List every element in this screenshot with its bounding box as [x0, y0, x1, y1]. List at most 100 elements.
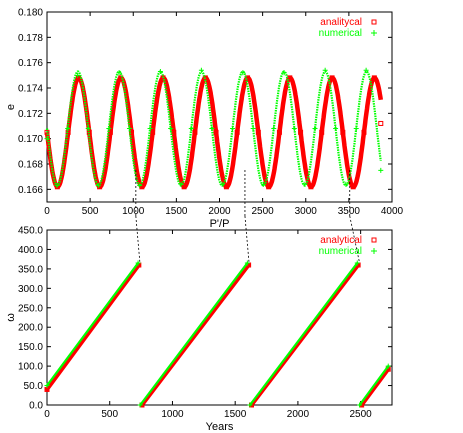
eccentricity-point: [340, 129, 346, 135]
eccentricity-y-tick-label: 0.168: [18, 160, 43, 171]
omega-segment-numerical: [358, 365, 390, 407]
eccentricity-point: [75, 72, 81, 78]
omega-segment-analytical: [139, 263, 251, 407]
eccentricity-x-tick-label: 1500: [165, 206, 188, 217]
eccentricity-point: [276, 129, 282, 135]
eccentricity-point: [107, 129, 113, 135]
eccentricity-x-tick-label: 2000: [208, 206, 231, 217]
omega-legend-marker: [371, 237, 377, 243]
omega-point: [44, 383, 50, 389]
omega-legend-label-numerical: numerical: [319, 246, 362, 257]
eccentricity-point: [85, 126, 91, 132]
omega-legend-label-analytical: analytical: [320, 235, 362, 246]
omega-point: [385, 363, 391, 369]
omega-point: [247, 402, 253, 408]
eccentricity-point: [147, 126, 153, 132]
omega-segment-numerical: [248, 261, 359, 407]
eccentricity-point: [353, 126, 359, 132]
omega-segment-numerical: [139, 261, 249, 407]
eccentricity-legend-marker: [371, 19, 377, 25]
eccentricity-x-tick-label: 2500: [252, 206, 275, 217]
eccentricity-point: [150, 129, 156, 135]
eccentricity-point: [209, 126, 215, 132]
eccentricity-y-tick-label: 0.172: [18, 109, 43, 120]
omega-point: [357, 402, 363, 408]
omega-x-tick-label: 2500: [350, 409, 373, 420]
omega-plot-frame: [46, 229, 393, 406]
omega-series-analytical: [44, 262, 391, 408]
eccentricity-point: [260, 181, 266, 187]
eccentricity-point: [192, 129, 198, 135]
eccentricity-y-tick-label: 0.170: [18, 134, 43, 145]
eccentricity-point: [116, 70, 122, 76]
eccentricity-point: [350, 184, 356, 190]
eccentricity-point: [44, 136, 50, 142]
omega-series-numerical: [44, 260, 391, 408]
eccentricity-plot: 0 500 1000 1500 2000 2500 3000 3500 4000 0.166 0.1…: [5, 8, 404, 231]
eccentricity-x-tick-label: 500: [82, 206, 99, 217]
omega-y-tick-label: 350.0: [18, 264, 43, 275]
omega-y-tick-label: 50.0: [24, 381, 44, 392]
omega-point: [354, 260, 360, 266]
eccentricity-point: [302, 181, 308, 187]
eccentricity-legend-marker: [371, 30, 377, 36]
omega-point: [135, 260, 141, 266]
eccentricity-point: [129, 129, 135, 135]
eccentricity-point: [361, 129, 367, 135]
eccentricity-y-tick-label: 0.166: [18, 185, 43, 196]
omega-y-tick-label: 100.0: [18, 362, 43, 373]
eccentricity-point: [333, 126, 339, 132]
omega-y-tick-label: 150.0: [18, 342, 43, 353]
omega-x-tick-label: 1000: [161, 409, 184, 420]
eccentricity-point: [126, 126, 132, 132]
omega-y-tick-label: 300.0: [18, 284, 43, 295]
eccentricity-point: [371, 75, 377, 81]
omega-y-axis-label: ω: [5, 313, 17, 322]
eccentricity-point: [363, 67, 369, 73]
eccentricity-point: [97, 184, 103, 190]
eccentricity-point: [250, 126, 256, 132]
omega-point: [137, 402, 143, 408]
eccentricity-legend-label-numerical: numerical: [319, 28, 362, 39]
omega-x-axis-label: Years: [206, 421, 234, 433]
omega-x-tick-label: 1500: [224, 409, 247, 420]
eccentricity-point: [213, 129, 219, 135]
eccentricity-point: [178, 181, 184, 187]
omega-ticks: 0 500 1000 1500 2000 2500 0.0 50.0 100.0 150.0 200…: [18, 226, 392, 420]
eccentricity-series: [44, 67, 384, 190]
eccentricity-point: [188, 126, 194, 132]
eccentricity-x-tick-label: 0: [44, 206, 50, 217]
eccentricity-point: [312, 126, 318, 132]
eccentricity-legend-label-analitycal: analitycal: [320, 17, 362, 28]
eccentricity-point: [54, 183, 60, 189]
connector-line: [135, 215, 141, 263]
eccentricity-y-tick-label: 0.176: [18, 58, 43, 69]
omega-series: [44, 260, 391, 408]
eccentricity-point: [181, 184, 187, 190]
eccentricity-x-axis-label: P'/P: [210, 218, 230, 230]
omega-y-tick-label: 0.0: [29, 401, 43, 412]
eccentricity-point: [219, 181, 225, 187]
eccentricity-point: [157, 69, 163, 75]
eccentricity-point: [65, 126, 71, 132]
eccentricity-point: [198, 67, 204, 73]
eccentricity-point: [319, 129, 325, 135]
eccentricity-y-tick-label: 0.174: [18, 84, 43, 95]
eccentricity-point: [137, 183, 143, 189]
eccentricity-point: [240, 70, 246, 76]
omega-segment-analytical: [359, 367, 391, 407]
omega-y-tick-label: 450.0: [18, 226, 43, 237]
eccentricity-point: [223, 184, 229, 190]
omega-plot: 0 500 1000 1500 2000 2500 0.0 50.0 100.0 150.0 200…: [5, 226, 393, 433]
omega-x-tick-label: 500: [101, 409, 118, 420]
eccentricity-point: [291, 126, 297, 132]
omega-y-tick-label: 400.0: [18, 245, 43, 256]
eccentricity-line-analitycal: [44, 75, 384, 190]
omega-x-tick-label: 2000: [287, 409, 310, 420]
eccentricity-y-tick-label: 0.178: [18, 33, 43, 44]
eccentricity-point: [95, 183, 101, 189]
eccentricity-point: [118, 75, 124, 81]
eccentricity-x-tick-label: 1000: [122, 206, 145, 217]
